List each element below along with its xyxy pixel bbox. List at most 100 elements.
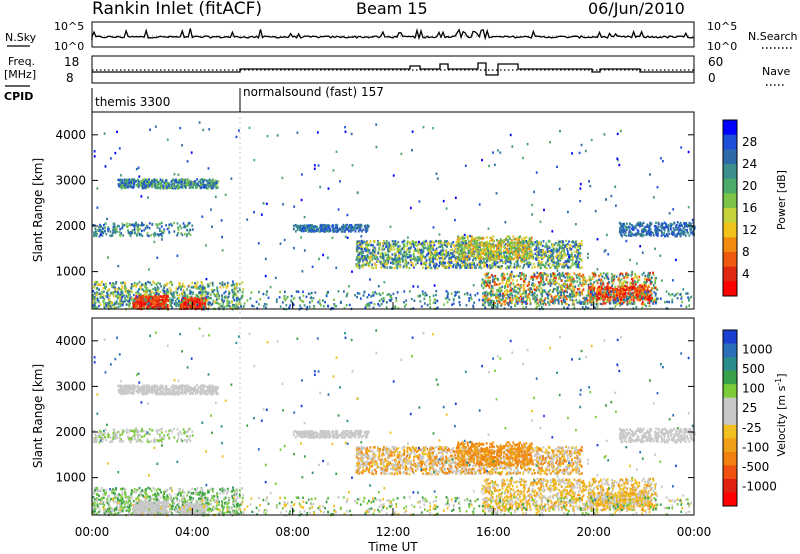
heatmap-cell bbox=[537, 273, 540, 277]
heatmap-cell bbox=[469, 250, 472, 253]
heatmap-cell bbox=[181, 299, 183, 302]
heatmap-cell bbox=[563, 251, 566, 254]
heatmap-cell bbox=[454, 248, 457, 251]
heatmap-cell bbox=[563, 266, 566, 269]
heatmap-cell bbox=[131, 178, 133, 181]
heatmap-cell bbox=[553, 280, 555, 283]
heatmap-cell bbox=[165, 185, 168, 189]
heatmap-cell bbox=[577, 253, 580, 256]
heatmap-cell bbox=[516, 237, 518, 240]
heatmap-cell bbox=[480, 261, 483, 264]
heatmap-cell bbox=[178, 283, 181, 287]
heatmap-cell bbox=[461, 251, 464, 254]
heatmap-cell bbox=[515, 247, 518, 250]
heatmap-cell bbox=[135, 184, 138, 187]
heatmap-cell bbox=[390, 248, 393, 251]
heatmap-cell bbox=[442, 243, 445, 246]
heatmap-cell bbox=[109, 301, 112, 304]
heatmap-cell bbox=[182, 300, 184, 303]
heatmap-cell bbox=[467, 247, 469, 250]
heatmap-cell bbox=[484, 292, 486, 296]
heatmap-cell bbox=[643, 277, 646, 281]
heatmap-cell bbox=[390, 247, 393, 250]
heatmap-cell bbox=[604, 302, 607, 305]
heatmap-cell bbox=[578, 257, 581, 260]
heatmap-cell bbox=[568, 286, 570, 289]
heatmap-cell bbox=[491, 255, 493, 258]
heatmap-cell bbox=[511, 287, 514, 291]
heatmap-cell bbox=[448, 266, 450, 269]
heatmap-cell bbox=[559, 251, 561, 254]
heatmap-cell bbox=[344, 228, 347, 232]
heatmap-cell bbox=[164, 300, 167, 303]
heatmap-cell bbox=[125, 303, 128, 306]
heatmap-cell bbox=[479, 262, 482, 266]
heatmap-cell bbox=[185, 184, 188, 187]
heatmap-cell bbox=[515, 249, 518, 253]
heatmap-cell bbox=[219, 282, 221, 285]
heatmap-cell bbox=[156, 184, 158, 187]
heatmap-cell bbox=[182, 290, 185, 294]
heatmap-cell bbox=[379, 242, 382, 245]
heatmap-cell bbox=[499, 265, 502, 268]
heatmap-cell bbox=[386, 263, 388, 266]
heatmap-cell bbox=[233, 293, 236, 297]
heatmap-cell bbox=[496, 260, 499, 264]
heatmap-cell bbox=[502, 251, 505, 255]
heatmap-cell bbox=[421, 246, 424, 249]
heatmap-cell bbox=[162, 302, 165, 306]
heatmap-cell bbox=[190, 186, 192, 189]
heatmap-cell bbox=[613, 277, 616, 281]
heatmap-cell bbox=[100, 280, 103, 284]
heatmap-cell bbox=[580, 242, 582, 245]
heatmap-cell bbox=[122, 281, 125, 284]
heatmap-cell bbox=[518, 247, 520, 251]
heatmap-cell bbox=[206, 283, 209, 286]
heatmap-cell bbox=[485, 242, 487, 246]
heatmap-cell bbox=[130, 223, 133, 227]
heatmap-cell bbox=[498, 290, 501, 293]
heatmap-cell bbox=[520, 297, 523, 301]
heatmap-cell bbox=[178, 185, 181, 188]
heatmap-cell bbox=[160, 221, 163, 224]
heatmap-cell bbox=[514, 296, 516, 300]
heatmap-cell bbox=[577, 249, 580, 252]
heatmap-cell bbox=[356, 255, 358, 259]
heatmap-cell bbox=[529, 255, 532, 258]
heatmap-cell bbox=[513, 237, 516, 241]
heatmap-cell bbox=[499, 260, 502, 263]
heatmap-cell bbox=[175, 178, 177, 181]
heatmap-cell bbox=[509, 251, 512, 255]
heatmap-cell bbox=[490, 301, 493, 305]
heatmap-cell bbox=[478, 236, 481, 239]
heatmap-cell bbox=[410, 263, 413, 267]
heatmap-cell bbox=[538, 261, 541, 264]
heatmap-cell bbox=[472, 245, 475, 248]
heatmap-cell bbox=[488, 256, 490, 260]
heatmap-cell bbox=[493, 280, 496, 284]
heatmap-cell bbox=[524, 274, 527, 277]
heatmap-cell bbox=[567, 250, 569, 253]
heatmap-cell bbox=[580, 259, 583, 262]
heatmap-cell bbox=[580, 240, 583, 243]
heatmap-cell bbox=[480, 242, 483, 245]
heatmap-cell bbox=[357, 230, 360, 233]
heatmap-cell bbox=[162, 295, 165, 298]
heatmap-cell bbox=[489, 264, 491, 267]
heatmap-cell bbox=[531, 256, 533, 260]
heatmap-cell bbox=[194, 179, 197, 183]
heatmap-cell bbox=[525, 292, 528, 295]
heatmap-cell bbox=[219, 286, 222, 289]
heatmap-cell bbox=[569, 244, 572, 247]
heatmap-cell bbox=[440, 240, 443, 243]
heatmap-cell bbox=[178, 186, 181, 190]
heatmap-cell bbox=[527, 243, 530, 246]
heatmap-cell bbox=[206, 303, 209, 306]
heatmap-cell bbox=[201, 283, 204, 286]
heatmap-cell bbox=[135, 304, 138, 308]
heatmap-cell bbox=[471, 252, 474, 255]
heatmap-cell bbox=[650, 293, 653, 297]
heatmap-cell bbox=[491, 238, 493, 241]
heatmap-cell bbox=[547, 301, 549, 304]
heatmap-cell bbox=[493, 278, 496, 281]
